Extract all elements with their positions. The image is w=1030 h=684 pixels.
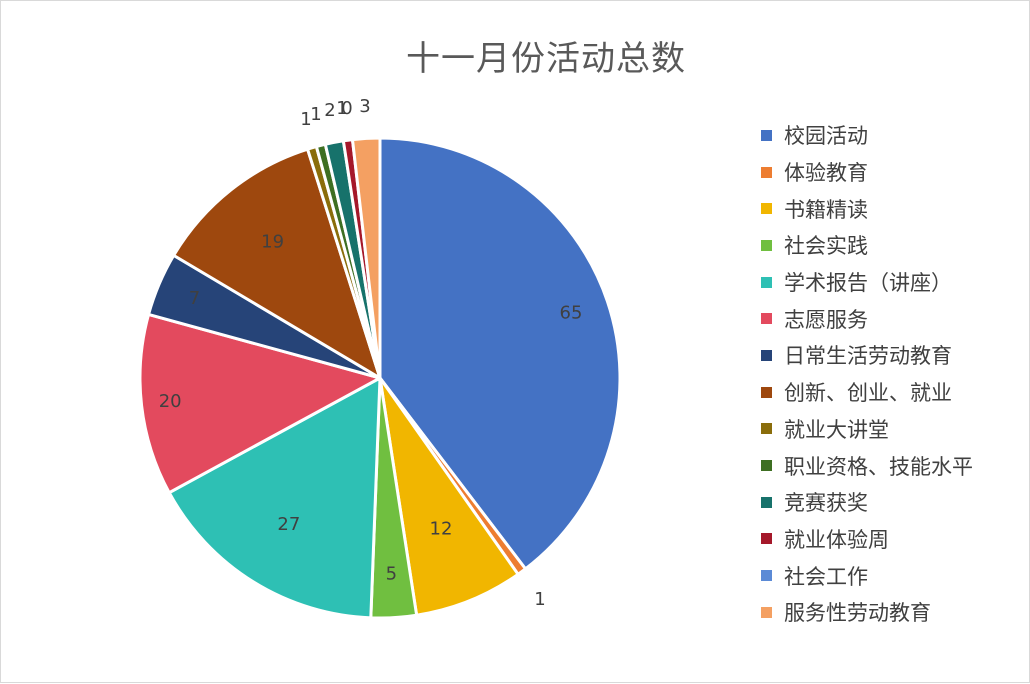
- legend-swatch: [761, 239, 772, 251]
- legend-item: 学术报告（讲座）: [761, 264, 973, 301]
- data-label: 1: [336, 98, 347, 119]
- chart-title: 十一月份活动总数: [406, 39, 686, 79]
- legend-label: 志愿服务: [784, 307, 868, 332]
- legend-item: 就业体验周: [761, 521, 973, 558]
- legend-swatch: [761, 349, 772, 361]
- data-label: 65: [560, 303, 583, 324]
- legend-swatch: [761, 570, 772, 582]
- data-label: 3: [359, 96, 370, 117]
- legend-label: 服务性劳动教育: [784, 601, 931, 626]
- legend-label: 社会实践: [784, 234, 868, 259]
- pie-slice: [172, 147, 382, 380]
- legend-label: 学术报告（讲座）: [784, 271, 952, 296]
- pie-slice: [378, 376, 520, 617]
- pie-slice: [378, 136, 622, 571]
- legend-item: 校园活动: [761, 117, 973, 154]
- legend-label: 校园活动: [784, 124, 868, 149]
- legend-item: 体验教育: [761, 154, 973, 191]
- legend-swatch: [761, 313, 772, 325]
- data-label: 1: [534, 589, 545, 610]
- legend-swatch: [761, 386, 772, 398]
- legend-label: 日常生活劳动教育: [784, 344, 952, 369]
- data-label: 27: [277, 514, 300, 535]
- legend-label: 职业资格、技能水平: [784, 454, 973, 479]
- data-label: 12: [430, 518, 453, 539]
- legend-label: 就业体验周: [784, 527, 889, 552]
- legend-item: 书籍精读: [761, 190, 973, 227]
- legend-swatch: [761, 166, 772, 178]
- data-label: 1: [310, 104, 321, 125]
- legend-item: 创新、创业、就业: [761, 374, 973, 411]
- chart-legend: 校园活动体验教育书籍精读社会实践学术报告（讲座） 志愿服务日常生活劳动教育 创新、创…: [761, 117, 973, 631]
- legend-swatch: [761, 276, 772, 288]
- legend-label: 创新、创业、就业: [784, 381, 952, 406]
- legend-swatch: [761, 203, 772, 215]
- legend-item: 日常生活劳动教育: [761, 337, 973, 374]
- legend-item: 服务性劳动教育: [761, 594, 973, 631]
- legend-label: 书籍精读: [784, 197, 868, 222]
- data-label: 20: [159, 391, 182, 412]
- legend-item: 社会工作: [761, 557, 973, 594]
- legend-item: 社会实践: [761, 227, 973, 264]
- legend-swatch: [761, 423, 772, 435]
- data-label: 1: [300, 109, 311, 130]
- legend-item: 志愿服务: [761, 300, 973, 337]
- legend-swatch: [761, 533, 772, 545]
- legend-label: 体验教育: [784, 161, 868, 186]
- pie-slice: [350, 136, 382, 380]
- pie-slice: [167, 376, 382, 620]
- data-label: 2: [324, 100, 335, 121]
- legend-swatch: [761, 606, 772, 618]
- legend-label: 社会工作: [784, 564, 868, 589]
- pie-slice: [138, 312, 382, 495]
- legend-swatch: [761, 460, 772, 472]
- data-label: 5: [386, 563, 397, 584]
- legend-label: 竞赛获奖: [784, 491, 868, 516]
- data-label: 19: [261, 232, 284, 253]
- legend-item: 职业资格、技能水平: [761, 447, 973, 484]
- legend-item: 就业大讲堂: [761, 411, 973, 448]
- data-label: 7: [189, 288, 200, 309]
- data-label: 0: [341, 98, 352, 119]
- legend-item: 竞赛获奖: [761, 484, 973, 521]
- legend-swatch: [761, 129, 772, 141]
- legend-label: 就业大讲堂: [784, 417, 889, 442]
- legend-swatch: [761, 496, 772, 508]
